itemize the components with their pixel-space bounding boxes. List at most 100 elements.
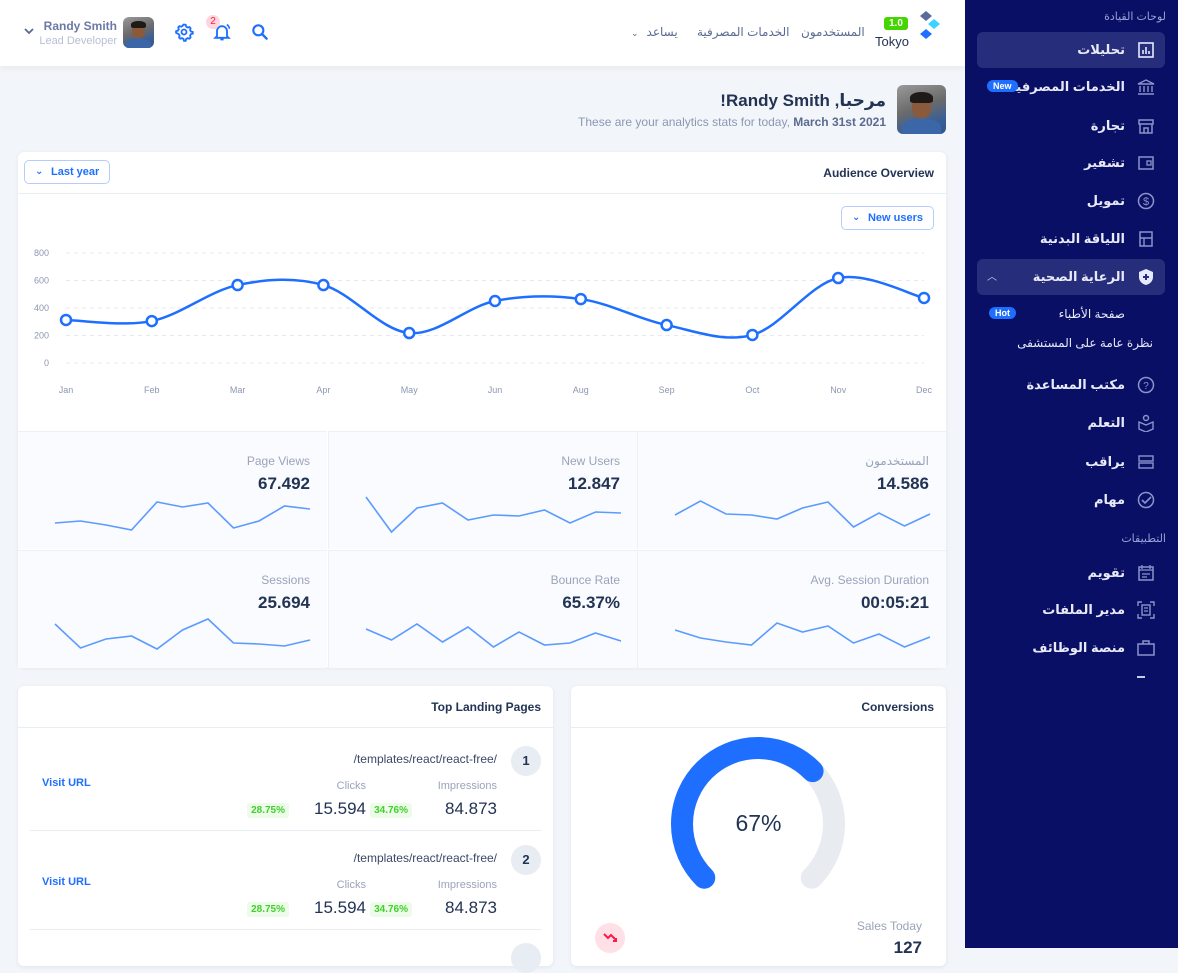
data-point[interactable] (402, 326, 416, 340)
sidebar-collapse-handle[interactable] (1137, 676, 1145, 678)
sidebar-item-monitor[interactable]: يراقب (977, 444, 1165, 480)
stat-tile: Avg. Session Duration 00:05:21 (637, 550, 946, 668)
stat-value: 25.694 (258, 593, 310, 612)
sidebar-section-apps: التطبيقات (1121, 533, 1166, 545)
sparkline (54, 618, 311, 650)
sidebar-subitem-label: صفحة الأطباء (1058, 307, 1125, 321)
sidebar-item-label: مهام (1093, 492, 1125, 507)
sidebar-item-label: تقويم (1087, 565, 1125, 580)
nav-banking[interactable]: الخدمات المصرفية (697, 25, 790, 39)
y-tick-label: 600 (34, 276, 49, 286)
stat-tile: Bounce Rate 65.37% (328, 550, 637, 668)
stat-label: Bounce Rate (550, 573, 620, 587)
chevron-up-icon: ︿ (987, 272, 997, 283)
data-point[interactable] (145, 314, 159, 328)
calendar-icon (1137, 564, 1155, 582)
chevron-down-icon: ⌄ (851, 212, 861, 223)
stat-tile: المستخدمون 14.586 (637, 431, 946, 549)
data-point[interactable] (574, 292, 588, 306)
x-tick-label: Jun (488, 385, 503, 395)
data-point[interactable] (488, 294, 502, 308)
sidebar-subitem[interactable]: نظرة عامة على المستشفى (977, 332, 1165, 356)
stat-value: 67.492 (258, 474, 310, 493)
clicks-value: 15.594 (314, 799, 366, 818)
stat-label: Page Views (246, 454, 310, 468)
sidebar-subitem-badge: Hot (989, 307, 1016, 319)
sidebar-item-calendar[interactable]: تقويم (977, 555, 1165, 591)
sales-today-label: Sales Today (856, 919, 922, 933)
user-role: Lead Developer (39, 35, 117, 47)
version-badge: 1.0 (884, 17, 908, 30)
welcome-date: March 31st 2021 (793, 115, 886, 129)
stat-tile: New Users 12.847 (328, 431, 637, 549)
sidebar-subitem[interactable]: صفحة الأطباء Hot (977, 303, 1165, 327)
logo-text: Tokyo (875, 34, 909, 49)
nav-help-chevron-icon: ⌄ (631, 28, 639, 38)
sidebar-item-label: تجارة (1090, 118, 1125, 133)
welcome-title: مرحبا, Randy Smith! (720, 91, 886, 110)
visit-url-link[interactable]: Visit URL (42, 876, 91, 888)
stat-label: Avg. Session Duration (810, 573, 929, 587)
user-avatar[interactable] (123, 17, 154, 48)
sidebar-item-label: تمويل (1086, 193, 1125, 208)
sidebar-item-help[interactable]: ? مكتب المساعدة (977, 367, 1165, 403)
data-point[interactable] (831, 271, 845, 285)
sidebar-item-file-manager[interactable]: مدير الملفات (977, 592, 1165, 628)
sidebar: لوحات القيادة تحليلات الخدمات المصرفية New… (965, 0, 1178, 948)
analytics-icon (1137, 41, 1155, 59)
data-point[interactable] (660, 318, 673, 332)
bank-icon (1137, 78, 1155, 96)
sidebar-item-dollar[interactable]: $ تمويل (977, 183, 1165, 219)
sidebar-item-bank[interactable]: الخدمات المصرفية New (977, 69, 1165, 105)
y-tick-label: 400 (34, 303, 49, 313)
impressions-change-badge: 34.76% (370, 803, 412, 818)
metric-select-button[interactable]: ⌄ New users (840, 206, 934, 230)
dollar-icon: $ (1137, 192, 1155, 210)
data-point[interactable] (917, 291, 931, 305)
sidebar-item-learning[interactable]: التعلم (977, 405, 1165, 441)
sidebar-item-tasks[interactable]: مهام (977, 482, 1165, 518)
impressions-value: 84.873 (445, 799, 497, 818)
landing-page-row: 2/templates/react/react-free/Visit URL Im… (30, 831, 541, 930)
stat-label: المستخدمون (865, 454, 929, 468)
nav-help[interactable]: ⌄ يساعد (631, 25, 678, 39)
clicks-change-badge: 28.75% (247, 902, 289, 917)
search-icon[interactable] (250, 22, 272, 44)
sidebar-item-wallet[interactable]: تشفير (977, 145, 1165, 181)
sidebar-item-analytics[interactable]: تحليلات (977, 32, 1165, 68)
period-select-label: Last year (51, 166, 100, 178)
svg-text:$: $ (1143, 196, 1149, 208)
impressions-value: 84.873 (445, 898, 497, 917)
sidebar-item-label: مكتب المساعدة (1026, 377, 1125, 392)
visit-url-link[interactable]: Visit URL (42, 777, 91, 789)
conversions-percent: 67% (735, 810, 782, 836)
sales-trend-down-icon (595, 923, 625, 953)
nav-users[interactable]: المستخدمون (801, 25, 865, 39)
impressions-label: Impressions (437, 780, 497, 792)
data-point[interactable] (231, 278, 244, 292)
store-icon (1137, 117, 1155, 135)
period-select-button[interactable]: ⌄ Last year (24, 160, 111, 184)
audience-line-chart: 0 200 400 600 800 Jan Feb Mar Apr May Jun Aug Sep Oct… (34, 248, 933, 395)
logo-icon[interactable] (916, 10, 942, 49)
user-menu-chevron-icon[interactable] (22, 24, 36, 38)
sidebar-item-store[interactable]: تجارة (977, 108, 1165, 144)
sparkline-line (365, 496, 622, 534)
x-tick-label: Oct (745, 385, 760, 395)
sparkline (674, 500, 931, 528)
sparkline (54, 501, 311, 531)
sidebar-item-jobs[interactable]: منصة الوظائف (977, 630, 1165, 666)
user-name[interactable]: Randy Smith (43, 19, 117, 33)
data-point[interactable] (59, 313, 73, 327)
sparkline (365, 623, 622, 648)
top-landing-pages-title: Top Landing Pages (431, 700, 541, 714)
data-point[interactable] (317, 278, 330, 292)
clicks-change-badge: 28.75% (247, 803, 289, 818)
settings-icon[interactable] (174, 22, 196, 44)
sidebar-item-fitness[interactable]: اللياقة البدنية (977, 221, 1165, 257)
sales-today-value: 127 (893, 938, 922, 957)
sidebar-item-shield-plus[interactable]: الرعاية الصحية ︿ (977, 259, 1165, 295)
sidebar-item-label: الرعاية الصحية (1032, 269, 1125, 284)
top-bar: Randy Smith Lead Developer 2 ⌄ يساعد الخد… (0, 0, 965, 66)
data-point[interactable] (746, 328, 759, 342)
